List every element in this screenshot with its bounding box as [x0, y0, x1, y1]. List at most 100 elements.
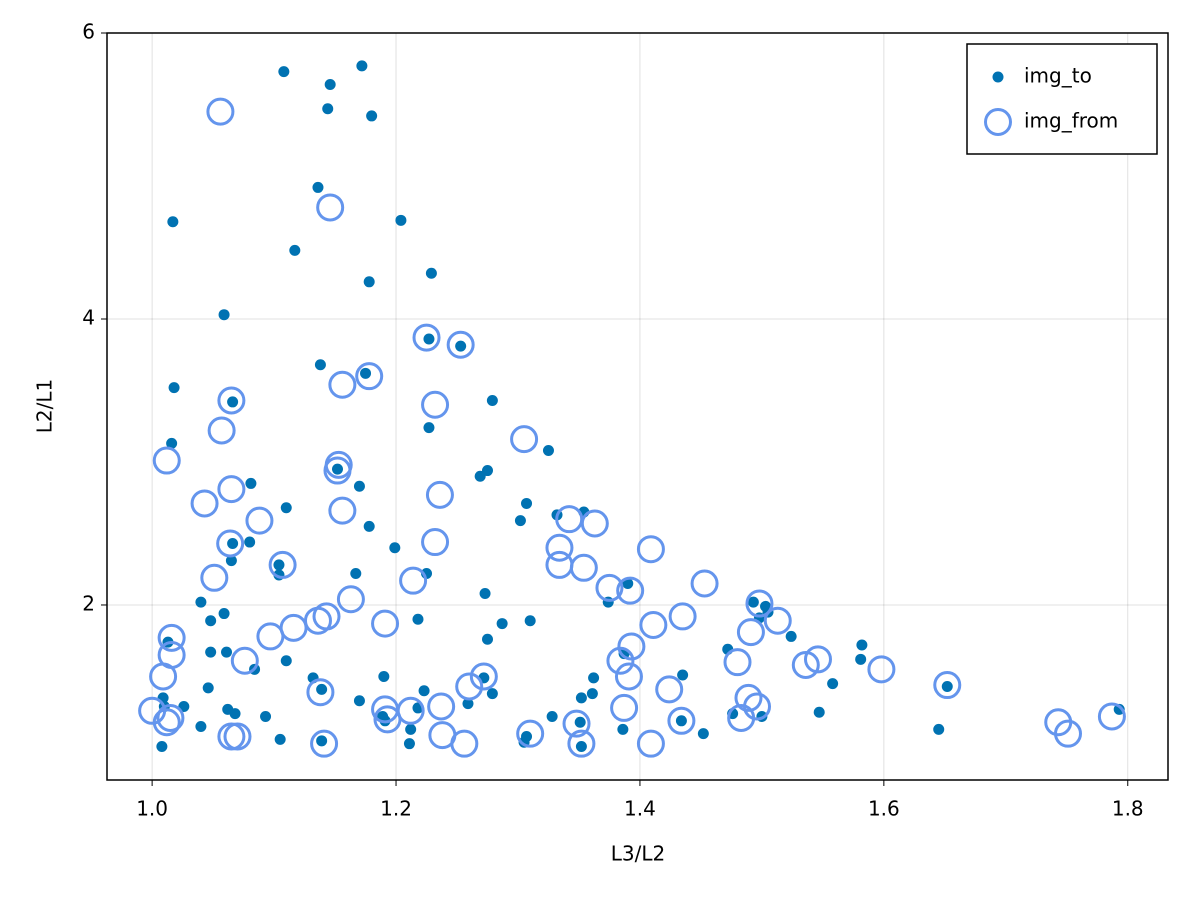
dot-marker	[289, 244, 301, 256]
ring-marker	[355, 362, 384, 391]
y-axis-label: L2/L1	[33, 379, 57, 433]
ring-marker	[723, 648, 752, 677]
dot-marker	[195, 721, 207, 733]
dot-marker	[933, 723, 945, 735]
ring-marker	[736, 618, 765, 647]
dot-marker	[423, 333, 435, 345]
ring-marker	[216, 529, 245, 558]
ring-marker	[450, 729, 479, 758]
dot-marker	[617, 723, 629, 735]
legend-label: img_from	[1024, 109, 1118, 133]
dot-marker	[418, 685, 430, 697]
ring-marker	[933, 671, 962, 700]
ring-marker	[310, 729, 339, 758]
dot-marker	[586, 688, 598, 700]
dot-marker	[280, 502, 292, 514]
y-tick-label: 2	[82, 591, 95, 615]
ring-marker	[1053, 719, 1082, 748]
dot-marker	[227, 396, 239, 408]
ring-marker	[316, 193, 345, 222]
ring-marker	[745, 589, 774, 618]
ring-marker	[328, 496, 357, 525]
ring-marker	[446, 330, 475, 359]
dot-marker	[229, 708, 241, 720]
ring-marker	[690, 569, 719, 598]
dot-marker	[331, 463, 343, 475]
dot-marker	[395, 214, 407, 226]
dot-marker	[677, 669, 689, 681]
ring-marker	[245, 506, 274, 535]
dot-marker	[524, 615, 536, 627]
dot-marker	[353, 480, 365, 492]
dot-marker	[205, 646, 217, 658]
dot-marker	[675, 715, 687, 727]
ring-marker	[616, 576, 645, 605]
dot-marker	[412, 613, 424, 625]
grid	[107, 32, 1168, 780]
dot-marker	[274, 733, 286, 745]
dot-marker	[312, 181, 324, 193]
dot-marker	[496, 618, 508, 630]
ring-marker	[580, 509, 609, 538]
dot-marker	[403, 738, 415, 750]
ring-marker	[636, 729, 665, 758]
dot-marker	[455, 340, 467, 352]
dot-marker	[747, 596, 759, 608]
dot-marker	[205, 615, 217, 627]
ring-marker	[569, 553, 598, 582]
dot-marker	[425, 267, 437, 279]
dot-marker	[322, 103, 334, 115]
dot-marker	[167, 216, 179, 228]
dot-marker	[486, 688, 498, 700]
x-tick-label: 1.0	[136, 797, 168, 821]
ring-marker	[639, 610, 668, 639]
ring-marker	[200, 563, 229, 592]
ring-marker	[562, 709, 591, 738]
ring-marker	[727, 703, 756, 732]
ring-marker	[984, 108, 1012, 136]
ring-marker	[256, 622, 285, 651]
dot-marker	[225, 555, 237, 567]
ring-marker	[595, 573, 624, 602]
legend: img_to img_from	[966, 43, 1158, 155]
legend-box	[966, 43, 1158, 155]
dot-marker	[218, 309, 230, 321]
y-tick-label: 6	[82, 20, 95, 44]
ring-marker	[157, 623, 186, 652]
ring-marker	[230, 646, 259, 675]
ring-marker	[421, 390, 450, 419]
ring-marker	[152, 446, 181, 475]
ring-marker	[207, 416, 236, 445]
ring-marker	[399, 566, 428, 595]
dot-marker	[378, 670, 390, 682]
dot-marker	[588, 672, 600, 684]
ring-marker	[763, 606, 792, 635]
x-tick-label: 1.2	[380, 797, 412, 821]
dot-marker	[575, 741, 587, 753]
dot-marker	[316, 683, 328, 695]
ring-marker	[306, 678, 335, 707]
ring-marker	[867, 655, 896, 684]
dot-marker	[481, 465, 493, 477]
dot-marker	[481, 633, 493, 645]
dot-marker	[166, 437, 178, 449]
dot-marker	[574, 716, 586, 728]
ring-marker	[667, 706, 696, 735]
x-tick-label: 1.4	[624, 797, 656, 821]
ring-marker	[455, 672, 484, 701]
ring-marker	[610, 693, 639, 722]
ring-marker	[614, 662, 643, 691]
ring-marker	[373, 705, 402, 734]
ring-marker	[412, 323, 441, 352]
ring-marker	[217, 475, 246, 504]
dot-marker	[785, 630, 797, 642]
dot-marker	[244, 536, 256, 548]
dot-marker	[827, 678, 839, 690]
ring-marker	[217, 386, 246, 415]
legend-label: img_to	[1024, 64, 1092, 88]
ring-marker	[734, 683, 763, 712]
dot-marker	[992, 71, 1004, 83]
ring-marker	[516, 719, 545, 748]
x-tick-label: 1.6	[868, 797, 900, 821]
